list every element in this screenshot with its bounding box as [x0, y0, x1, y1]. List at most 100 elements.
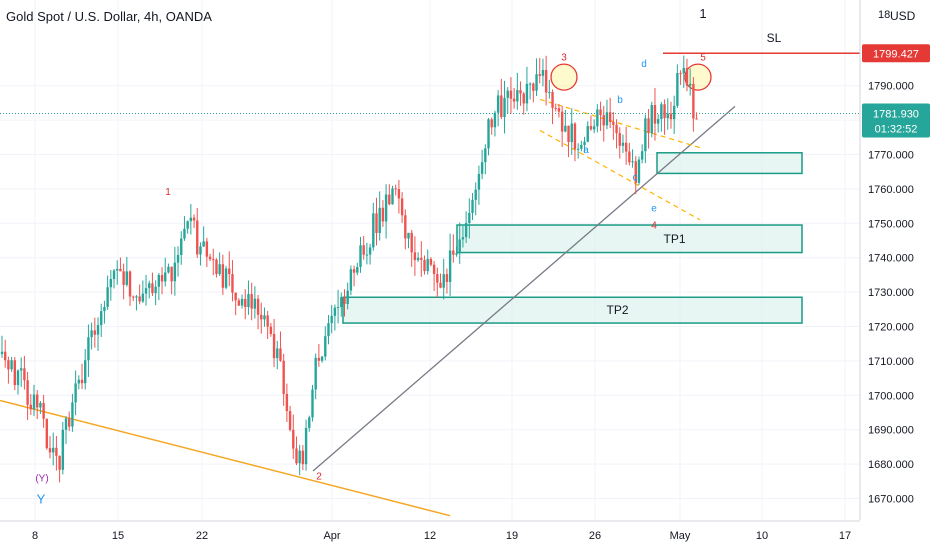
- price-tick-label: 1790.000: [868, 81, 914, 93]
- candle-body: [586, 126, 589, 142]
- candle-body: [391, 188, 394, 205]
- candle-body: [506, 90, 509, 98]
- candle-body: [420, 257, 423, 260]
- time-tick-label: 17: [839, 530, 851, 542]
- candle-body: [688, 83, 692, 86]
- candle-body: [554, 107, 557, 109]
- candle-body: [68, 418, 71, 427]
- currency-label[interactable]: USD: [890, 9, 916, 23]
- channel-lower-line[interactable]: [539, 129, 701, 221]
- candle-body: [199, 246, 202, 255]
- candle-body: [224, 268, 228, 288]
- candle-body: [602, 115, 605, 126]
- wave-label-wave-b: b: [617, 95, 623, 106]
- last-price-tag[interactable]: [862, 103, 930, 138]
- candle-body: [160, 274, 164, 282]
- candle-body: [512, 98, 516, 102]
- candle-body: [480, 162, 484, 174]
- sl-price-tag[interactable]: [862, 44, 930, 63]
- candle-body: [125, 271, 129, 285]
- target-zone-upper[interactable]: [656, 152, 803, 175]
- candle-body: [301, 450, 305, 465]
- candle-body: [548, 92, 551, 94]
- chart-title: Gold Spot / U.S. Dollar, 4h, OANDA: [6, 9, 212, 24]
- candle-body: [164, 272, 167, 282]
- candle-body: [503, 97, 506, 118]
- candle-body: [509, 90, 513, 99]
- time-tick-label: Apr: [323, 530, 340, 542]
- price-tick-label: 1740.000: [868, 253, 914, 265]
- candle-body: [615, 124, 618, 134]
- drawn-lines[interactable]: [0, 52, 860, 517]
- candle-body: [13, 360, 17, 386]
- candle-body: [685, 67, 689, 86]
- time-axis[interactable]: 8 15 22 Apr 12 19 26 May 10 17: [0, 520, 860, 550]
- orange-trendline[interactable]: [0, 399, 451, 517]
- candle-body: [519, 90, 522, 94]
- channel-upper-line[interactable]: [539, 98, 701, 149]
- candle-body: [292, 429, 295, 449]
- candle-body: [202, 241, 205, 247]
- candle-body: [285, 393, 289, 412]
- candle-body: [621, 142, 625, 146]
- zones[interactable]: TP1 TP2: [342, 152, 803, 324]
- price-axis[interactable]: 18 1670.000 1680.000 1690.000 1700.000 1710.0…: [859, 0, 932, 550]
- target-zone-tp1[interactable]: [456, 224, 803, 254]
- price-tick-label: 1770.000: [868, 150, 914, 162]
- candles: [0, 55, 698, 483]
- candle-body: [580, 144, 583, 149]
- wave-label-wave-3: 3: [561, 52, 567, 63]
- candle-body: [208, 256, 212, 260]
- candle-body: [192, 217, 196, 221]
- candle-body: [650, 105, 653, 134]
- candle-body: [4, 351, 7, 361]
- candle-body: [484, 148, 487, 163]
- wave-label-sl: SL: [767, 31, 782, 45]
- candle-body: [237, 300, 241, 306]
- candle-body: [90, 330, 93, 338]
- candle-body: [471, 199, 474, 213]
- wave-label-wave-5: 5: [700, 52, 706, 63]
- candle-body: [52, 447, 55, 453]
- top-circle-3[interactable]: [550, 63, 578, 91]
- zone-label-tp1: TP1: [663, 232, 685, 246]
- candle-body: [304, 427, 308, 465]
- time-tick-label: 26: [589, 530, 601, 542]
- candle-body: [308, 417, 311, 428]
- candle-body: [525, 83, 529, 104]
- candle-body: [135, 296, 138, 298]
- top-circle-5[interactable]: [684, 63, 712, 91]
- time-tick-label: 15: [112, 530, 124, 542]
- candle-body: [176, 255, 180, 263]
- candle-body: [432, 264, 436, 274]
- candle-body: [436, 273, 439, 283]
- candle-body: [682, 67, 685, 74]
- candle-body: [362, 245, 365, 255]
- candle-body: [157, 274, 161, 287]
- candle-body: [269, 326, 273, 334]
- candle-body: [356, 266, 359, 273]
- candle-body: [455, 253, 458, 255]
- candle-body: [295, 448, 298, 464]
- candle-body: [144, 288, 148, 294]
- candle-body: [695, 118, 698, 120]
- candle-body: [640, 151, 644, 160]
- price-tick-label: 1760.000: [868, 184, 914, 196]
- candle-body: [592, 126, 596, 130]
- target-zone-tp2[interactable]: [342, 296, 803, 324]
- candle-body: [394, 188, 397, 190]
- candle-body: [589, 126, 593, 130]
- candle-body: [372, 213, 375, 248]
- candle-body: [544, 69, 548, 93]
- candle-body: [346, 290, 349, 304]
- candle-body: [64, 418, 68, 430]
- candle-body: [80, 379, 84, 384]
- candle-body: [253, 298, 257, 309]
- price-axis-bg: [860, 0, 932, 550]
- price-tick-label: 1680.000: [868, 459, 914, 471]
- candle-body: [26, 380, 29, 405]
- candle-body: [496, 95, 500, 113]
- support-trendline[interactable]: [312, 105, 736, 472]
